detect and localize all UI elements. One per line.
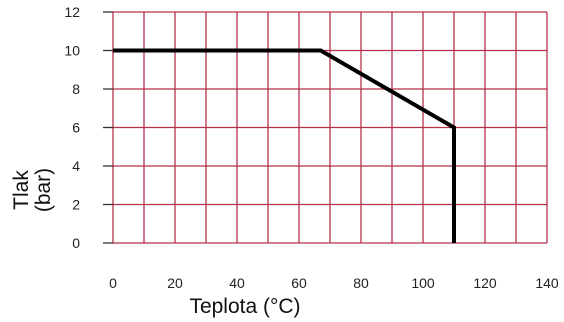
x-tick-label: 120 — [473, 275, 497, 291]
y-tick-label: 0 — [72, 235, 80, 251]
y-axis-title: Tlak — [10, 170, 33, 210]
x-tick-label: 0 — [109, 275, 117, 291]
y-tick-label: 12 — [64, 4, 80, 20]
y-tick-label: 2 — [72, 197, 80, 213]
y-tick-label: 6 — [72, 120, 80, 136]
series-group — [113, 48, 456, 243]
y-axis-unit: (bar) — [32, 168, 55, 212]
x-tick-labels: 0 20 40 60 80 100 120 140 — [109, 275, 559, 291]
x-tick-label: 20 — [167, 275, 183, 291]
x-tick-label: 140 — [535, 275, 559, 291]
y-tick-label: 8 — [72, 81, 80, 97]
x-tick-label: 40 — [229, 275, 245, 291]
x-tick-label: 100 — [411, 275, 435, 291]
grid — [103, 11, 548, 244]
y-tick-label: 4 — [72, 158, 80, 174]
x-tick-label: 80 — [353, 275, 369, 291]
x-axis-title: Teplota (°C) — [189, 295, 300, 318]
y-tick-labels: 0 2 4 6 8 10 12 — [64, 4, 80, 251]
y-tick-label: 10 — [64, 43, 80, 59]
x-tick-label: 60 — [291, 275, 307, 291]
series-line-0 — [113, 48, 456, 243]
